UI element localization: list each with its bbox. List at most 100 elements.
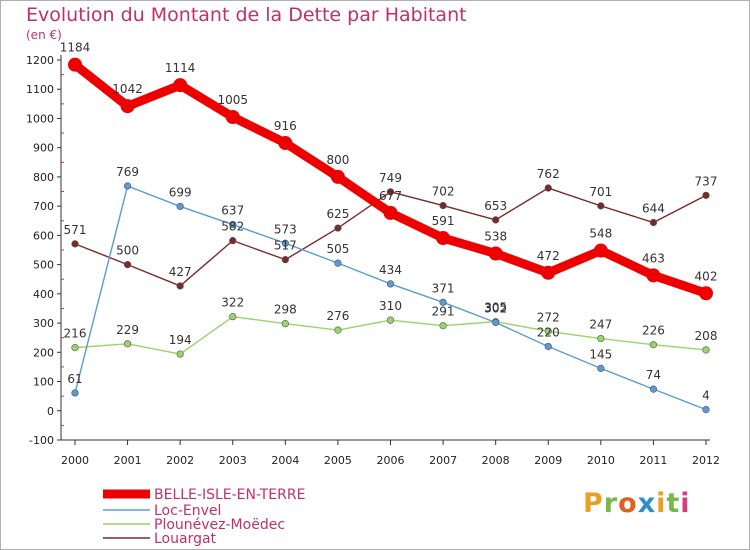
legend-label: Plounévez-Moëdec [154,517,285,533]
data-point [334,259,342,267]
data-point [278,136,293,151]
y-tick-label: 0 [47,405,54,418]
data-label: 737 [695,174,718,188]
x-tick-label: 2002 [166,454,194,467]
data-point [68,57,82,72]
legend-label: Louargat [154,531,217,547]
data-point [281,320,289,328]
x-tick-label: 2000 [61,454,89,467]
data-point [176,202,184,211]
data-point [229,237,237,245]
data-label: 644 [642,202,665,216]
data-label: 591 [432,214,455,228]
data-label: 229 [116,323,139,337]
x-tick-label: 2011 [639,454,667,467]
data-label: 571 [64,223,87,237]
y-tick-label: 700 [33,200,54,213]
data-label: 322 [221,296,244,310]
data-point [334,326,342,334]
data-label: 208 [695,329,718,343]
data-label: 226 [642,324,665,338]
data-label: 702 [432,185,455,199]
data-labels: 571 500 427 582 517 625 749 702 653 762 701 644 737 2… [60,41,718,403]
data-label: 247 [589,318,612,332]
data-label: 800 [326,153,349,167]
data-point [71,344,79,352]
legend: BELLE-ISLE-EN-TERRELoc-EnvelPlounévez-Mo… [103,487,305,547]
data-point [281,239,289,247]
data-point [544,184,552,192]
data-point [123,182,132,190]
legend-label: Loc-Envel [154,503,221,519]
data-label: 61 [67,372,82,386]
data-label: 505 [326,242,349,256]
data-label: 762 [537,167,560,181]
data-point [541,265,556,280]
y-tick-label: 1000 [26,112,54,125]
data-label: 402 [695,269,718,283]
chart-title: Evolution du Montant de la Dette par Hab… [26,4,467,26]
data-label: 276 [326,309,349,323]
data-point [229,220,237,229]
data-label: 699 [169,185,192,199]
x-tick-label: 2006 [377,454,405,467]
y-tick-label: 300 [33,317,54,330]
data-point [225,110,240,124]
data-point [123,261,132,269]
data-label: 74 [646,368,661,382]
data-label: 272 [537,310,560,324]
x-tick-label: 2012 [692,454,720,467]
data-point [120,99,135,114]
y-tick-label: -100 [29,434,54,447]
data-point [334,224,342,232]
logo-letter: i [656,488,667,519]
data-point [383,205,398,220]
data-label: 427 [169,265,192,279]
data-label: 291 [432,305,455,319]
y-tick-label: 200 [33,346,54,359]
data-point [71,389,79,397]
data-label: 216 [64,327,87,341]
y-tick-label: 400 [33,288,54,301]
x-axis-ticks: 2000 2001 2002 2003 2004 2005 2006 2007 2008 2009… [61,440,720,467]
x-tick-label: 2001 [114,454,142,467]
logo-letter: P [583,488,604,519]
data-label: 310 [379,299,402,313]
data-label: 1005 [217,93,248,107]
data-label: 517 [274,239,297,253]
data-label: 625 [326,207,349,221]
data-point [436,231,451,246]
data-point [386,280,395,288]
data-point [439,322,447,330]
data-point [649,218,658,227]
data-label: 582 [221,220,244,234]
logo-letter: o [618,488,638,519]
data-label: 194 [169,333,192,347]
data-label: 145 [589,347,612,361]
data-point [597,202,605,210]
data-point [439,298,447,306]
data-point [646,268,661,283]
data-point [173,78,188,93]
series-lines [68,57,713,414]
data-point [488,246,503,261]
data-label: 305 [484,301,507,315]
data-label: 653 [484,199,507,213]
data-label: 463 [642,251,665,265]
data-label: 548 [589,227,612,241]
data-point [176,350,184,358]
data-point [649,341,658,349]
y-axis-ticks: -100 0 100 200 300 400 500 600 700 800 900 1000 1100… [26,54,61,447]
data-point [702,406,710,414]
data-point [597,334,605,343]
data-point [597,364,605,372]
data-point [492,318,500,327]
data-label: 677 [379,189,402,203]
y-tick-label: 800 [33,171,54,184]
data-point [386,188,395,196]
data-label: 637 [221,204,244,218]
data-label: 500 [116,244,139,258]
data-point [593,243,608,258]
